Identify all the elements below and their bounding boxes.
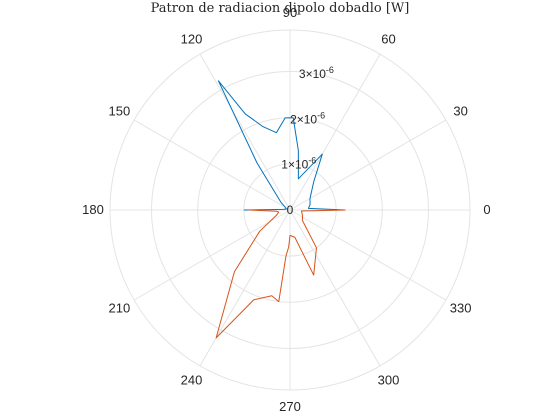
r-tick-base: 1×10: [281, 158, 308, 172]
r-tick-label: 3×10-6: [299, 65, 334, 81]
theta-tick-label: 60: [381, 31, 395, 46]
series-1-line: [217, 80, 346, 211]
theta-tick-label: 240: [181, 373, 203, 388]
r-tick-label: 1×10-6: [281, 156, 316, 172]
r-tick-label: 0: [287, 203, 294, 217]
theta-tick-label: 330: [450, 301, 472, 316]
polar-grid: [109, 29, 471, 391]
r-tick-base: 3×10: [299, 67, 326, 81]
theta-tick-label: 30: [453, 104, 467, 119]
r-tick-exponent: -6: [326, 65, 334, 75]
theta-tick-label: 0: [483, 202, 490, 217]
theta-spoke: [289, 209, 447, 301]
label-layer: 030609012015018021024027030033001×10-62×…: [82, 5, 490, 414]
theta-tick-label: 150: [109, 104, 131, 119]
r-tick-exponent: -6: [308, 156, 316, 166]
r-tick-base: 0: [287, 203, 294, 217]
series-2-line: [215, 209, 346, 339]
theta-tick-label: 180: [82, 202, 104, 217]
theta-spoke: [199, 209, 291, 367]
chart-title: Patron de radiacion dipolo dobadlo [W]: [150, 1, 410, 16]
r-tick-label: 2×10-6: [290, 110, 325, 126]
r-tick-base: 2×10: [290, 112, 317, 126]
theta-spoke: [289, 119, 447, 211]
theta-spoke: [289, 53, 381, 211]
series-layer: [215, 80, 346, 339]
theta-tick-label: 90: [283, 5, 297, 20]
theta-spoke: [133, 119, 291, 211]
theta-tick-label: 300: [378, 373, 400, 388]
theta-tick-label: 270: [279, 399, 301, 414]
theta-spoke: [289, 209, 381, 367]
theta-tick-label: 210: [109, 301, 131, 316]
r-tick-exponent: -6: [317, 110, 325, 120]
theta-tick-label: 120: [181, 31, 203, 46]
theta-spoke: [133, 209, 291, 301]
theta-spoke: [199, 53, 291, 211]
